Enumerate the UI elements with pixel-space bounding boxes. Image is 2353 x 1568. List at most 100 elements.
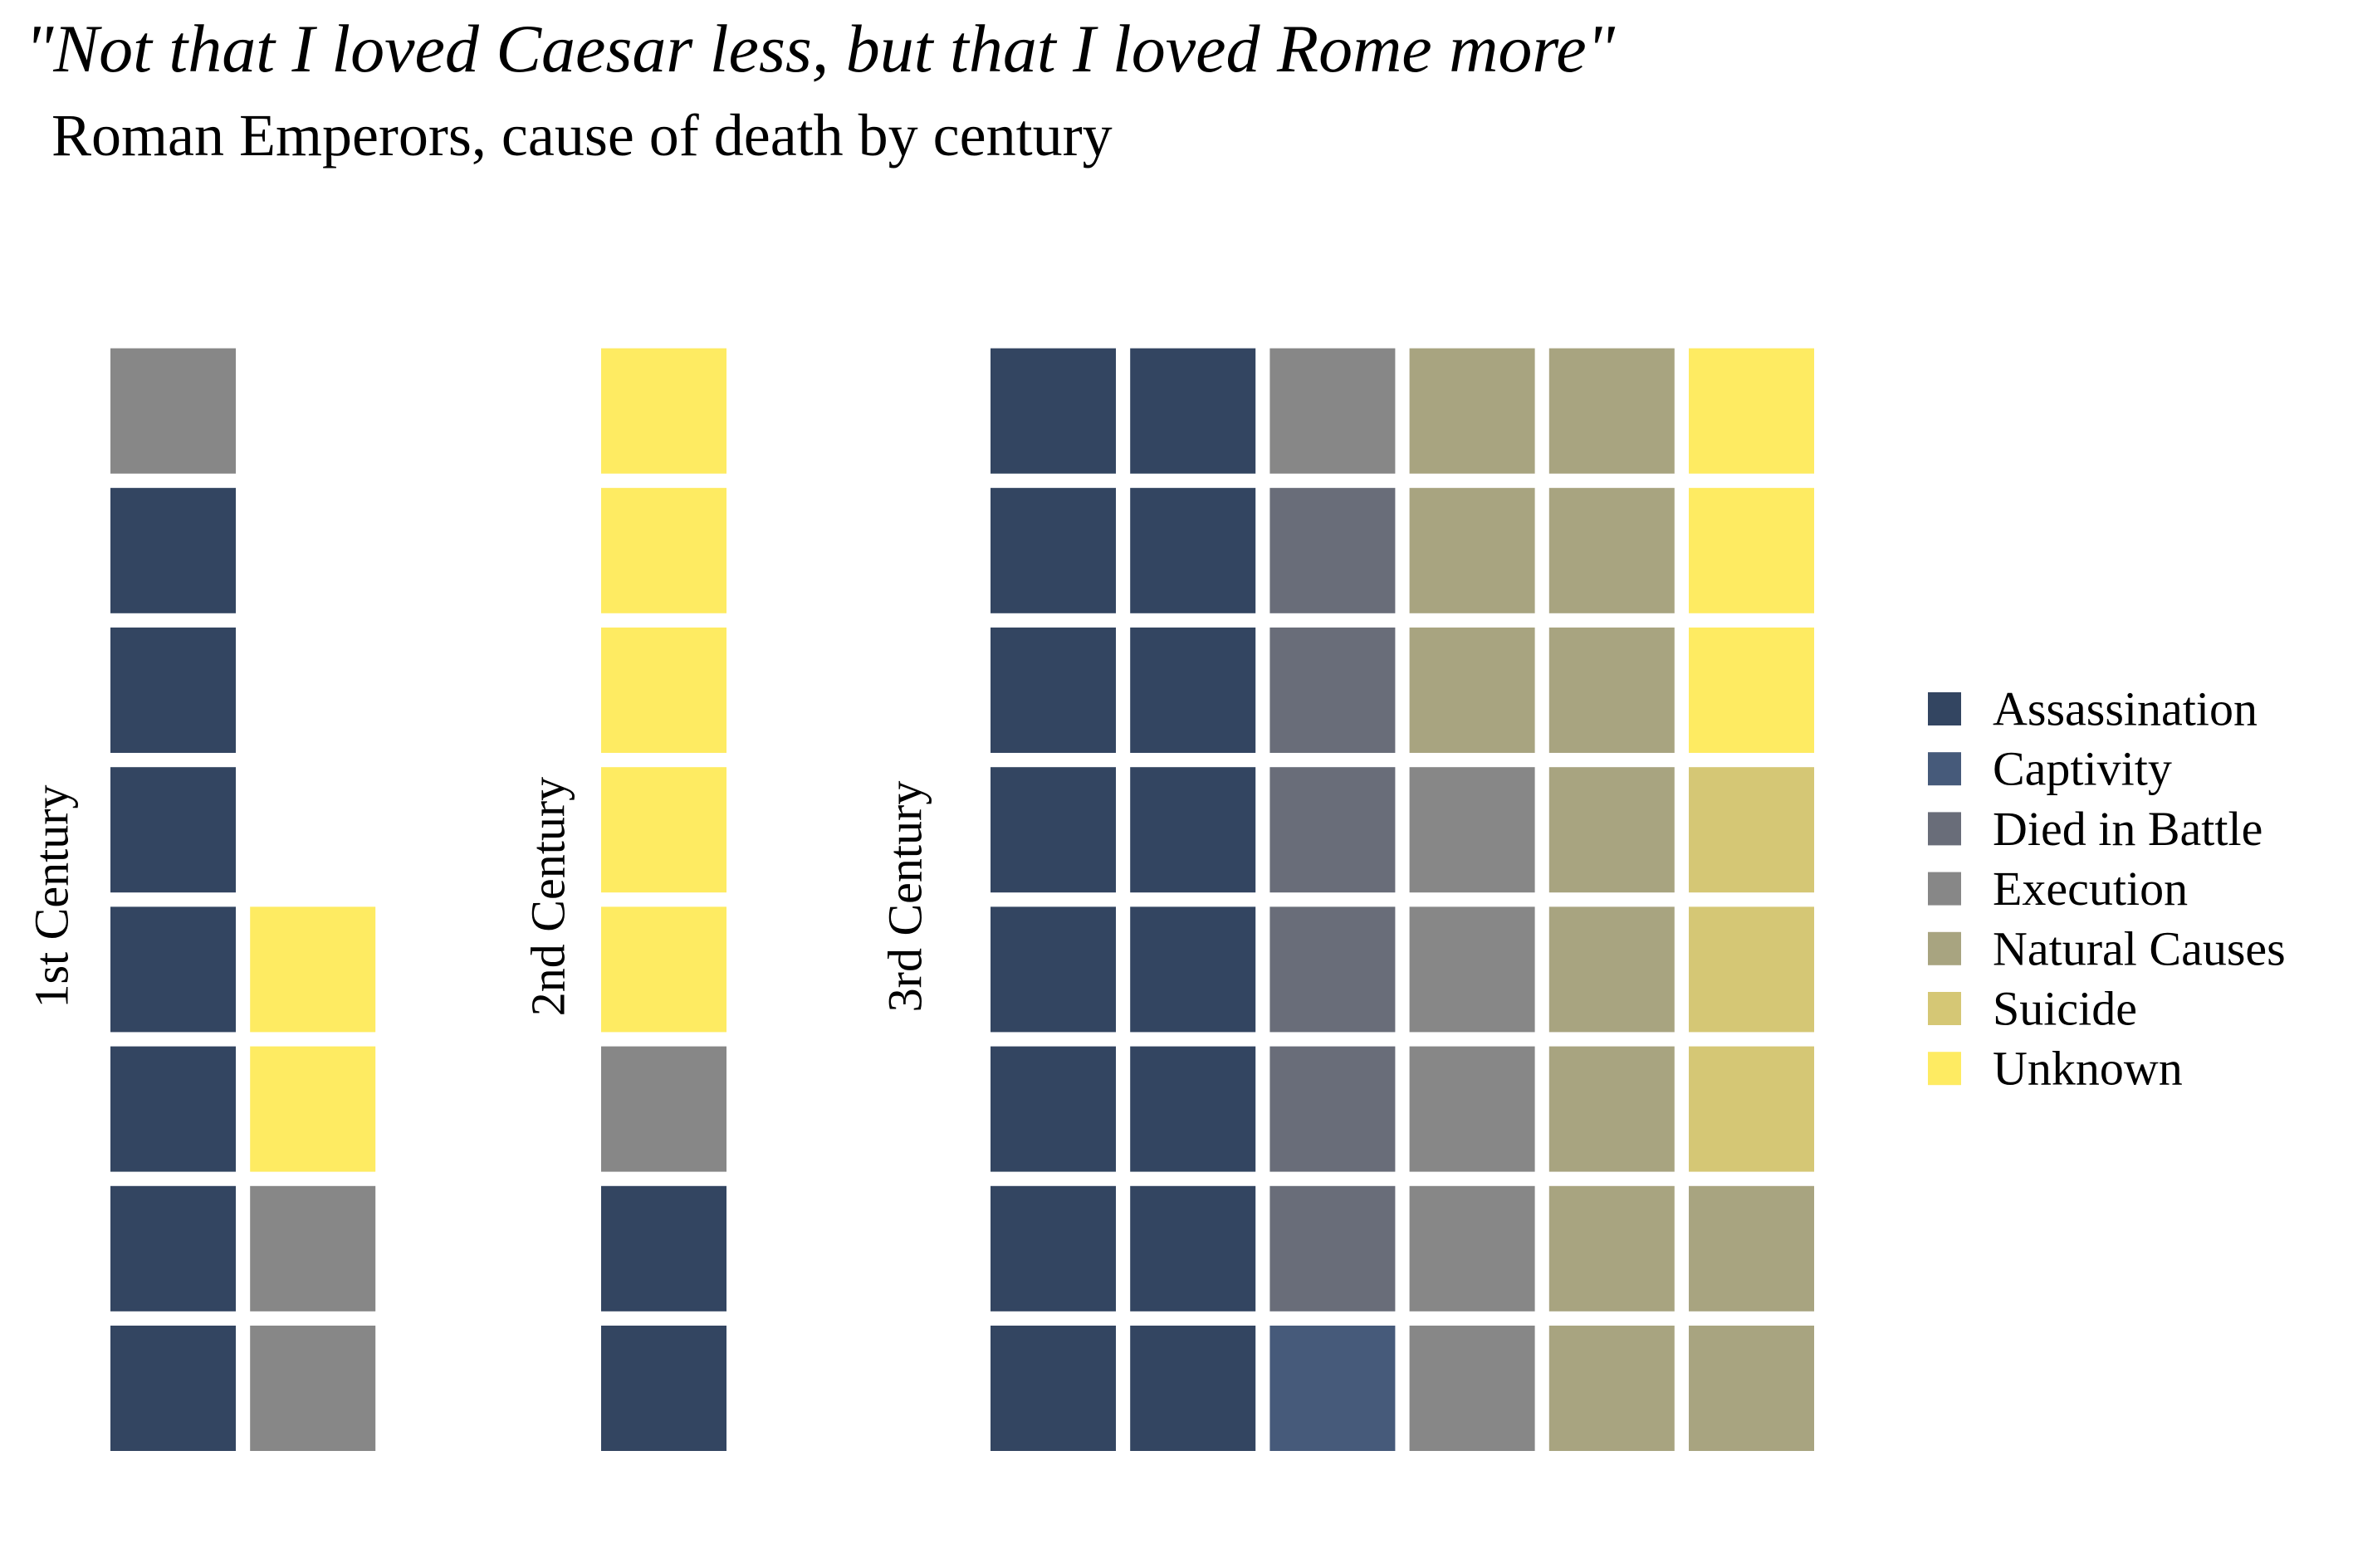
waffle-cell-execution	[1409, 1046, 1535, 1172]
waffle-cell-assassination	[110, 767, 236, 893]
waffle-cell-natural-causes	[1409, 628, 1535, 753]
waffle-cell-captivity	[1269, 1326, 1396, 1451]
waffle-cell-assassination	[110, 1326, 236, 1451]
panel-label: 3rd Century	[878, 781, 932, 1013]
waffle-cell-execution	[110, 348, 236, 474]
panel-label: 1st Century	[25, 784, 79, 1008]
panel-label: 2nd Century	[521, 777, 575, 1016]
waffle-cell-assassination	[1130, 487, 1256, 613]
legend-swatch	[1928, 992, 1961, 1025]
waffle-cell-unknown	[250, 1046, 376, 1172]
waffle-cell-assassination	[1130, 1185, 1256, 1312]
waffle-cell-assassination	[110, 628, 236, 753]
waffle-cell-assassination	[991, 906, 1116, 1033]
waffle-cell-execution	[250, 1326, 376, 1451]
chart-title: "Not that I loved Caesar less, but that …	[25, 11, 1616, 86]
waffle-cell-natural-causes	[1548, 767, 1675, 893]
waffle-cell-died-in-battle	[1269, 906, 1396, 1033]
waffle-cell-natural-causes	[1548, 487, 1675, 613]
waffle-cell-natural-causes	[1548, 1046, 1675, 1172]
legend-item-unknown: Unknown	[1928, 1042, 2183, 1096]
waffle-cell-execution	[1409, 906, 1535, 1033]
waffle-cell-died-in-battle	[1269, 628, 1396, 753]
waffle-cell-died-in-battle	[1269, 1046, 1396, 1172]
waffle-cell-natural-causes	[1548, 628, 1675, 753]
waffle-cell-natural-causes	[1548, 906, 1675, 1033]
waffle-panels: 1st Century 2nd Century 3rd Century	[25, 348, 1814, 1451]
waffle-cell-assassination	[1130, 1046, 1256, 1172]
waffle-cell-natural-causes	[1689, 1326, 1814, 1451]
waffle-cell-execution	[250, 1185, 376, 1312]
legend-swatch	[1928, 752, 1961, 786]
waffle-cell-suicide	[1689, 906, 1814, 1033]
waffle-cell-assassination	[1130, 348, 1256, 474]
waffle-cell-assassination	[991, 348, 1116, 474]
waffle-cell-assassination	[601, 1326, 726, 1451]
legend-label: Captivity	[1993, 742, 2172, 796]
waffle-cell-assassination	[601, 1185, 726, 1312]
waffle-cell-died-in-battle	[1269, 767, 1396, 893]
waffle-cell-assassination	[1130, 1326, 1256, 1451]
panel-1st-century: 1st Century	[25, 348, 376, 1451]
waffle-cell-assassination	[1130, 906, 1256, 1033]
legend-swatch	[1928, 812, 1961, 846]
legend-label: Execution	[1993, 862, 2188, 916]
waffle-cell-assassination	[991, 487, 1116, 613]
panel-2nd-century: 2nd Century	[521, 348, 726, 1451]
legend-label: Suicide	[1993, 982, 2137, 1036]
chart-subtitle: Roman Emperors, cause of death by centur…	[51, 102, 1113, 169]
waffle-cell-unknown	[601, 767, 726, 893]
waffle-cell-natural-causes	[1548, 1326, 1675, 1451]
panel-3rd-century: 3rd Century	[878, 348, 1814, 1451]
waffle-cell-assassination	[991, 1046, 1116, 1172]
waffle-cell-assassination	[110, 487, 236, 613]
waffle-cell-natural-causes	[1548, 1185, 1675, 1312]
waffle-cell-execution	[1409, 1326, 1535, 1451]
waffle-cell-execution	[1269, 348, 1396, 474]
waffle-cell-unknown	[601, 906, 726, 1033]
waffle-cell-suicide	[1689, 1046, 1814, 1172]
legend-item-died-in-battle: Died in Battle	[1928, 802, 2262, 856]
legend-swatch	[1928, 692, 1961, 725]
waffle-cell-unknown	[1689, 487, 1814, 613]
waffle-cell-execution	[1409, 1185, 1535, 1312]
waffle-cell-assassination	[110, 1185, 236, 1312]
waffle-cell-died-in-battle	[1269, 487, 1396, 613]
legend-item-captivity: Captivity	[1928, 742, 2172, 796]
legend-item-execution: Execution	[1928, 862, 2188, 916]
legend: Assassination Captivity Died in Battle Exec…	[1928, 682, 2286, 1096]
waffle-cell-assassination	[110, 1046, 236, 1172]
legend-swatch	[1928, 931, 1961, 965]
waffle-cell-unknown	[1689, 628, 1814, 753]
waffle-cell-unknown	[601, 348, 726, 474]
legend-label: Unknown	[1993, 1042, 2183, 1096]
waffle-cell-died-in-battle	[1269, 1185, 1396, 1312]
legend-swatch	[1928, 872, 1961, 906]
waffle-cell-assassination	[110, 906, 236, 1033]
legend-item-natural-causes: Natural Causes	[1928, 921, 2286, 975]
waffle-cell-assassination	[991, 1326, 1116, 1451]
waffle-cell-natural-causes	[1409, 487, 1535, 613]
waffle-cell-execution	[1409, 767, 1535, 893]
waffle-cell-unknown	[250, 906, 376, 1033]
waffle-cell-natural-causes	[1548, 348, 1675, 474]
waffle-cell-assassination	[991, 767, 1116, 893]
legend-label: Natural Causes	[1993, 921, 2286, 975]
legend-item-suicide: Suicide	[1928, 982, 2137, 1036]
waffle-cell-natural-causes	[1689, 1185, 1814, 1312]
waffle-cell-natural-causes	[1409, 348, 1535, 474]
legend-label: Died in Battle	[1993, 802, 2262, 856]
waffle-cell-suicide	[1689, 767, 1814, 893]
legend-item-assassination: Assassination	[1928, 682, 2258, 736]
waffle-cell-execution	[601, 1046, 726, 1172]
waffle-cell-assassination	[1130, 767, 1256, 893]
waffle-cell-unknown	[1689, 348, 1814, 474]
waffle-cell-unknown	[601, 487, 726, 613]
waffle-cell-unknown	[601, 628, 726, 753]
waffle-cell-assassination	[991, 1185, 1116, 1312]
waffle-cell-assassination	[991, 628, 1116, 753]
legend-swatch	[1928, 1052, 1961, 1086]
waffle-cell-assassination	[1130, 628, 1256, 753]
legend-label: Assassination	[1993, 682, 2258, 736]
